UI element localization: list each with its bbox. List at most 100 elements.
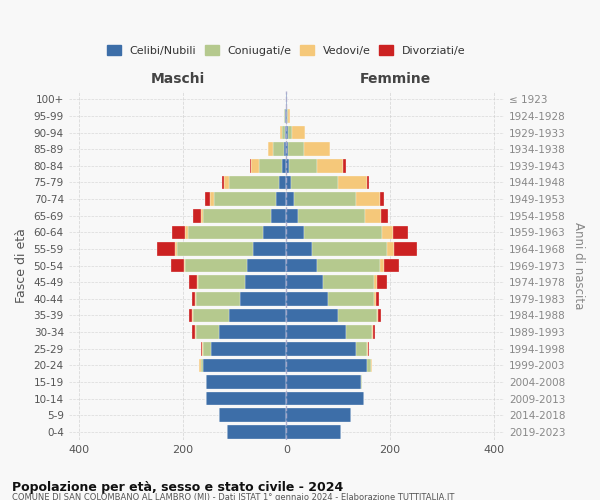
Bar [367,358,371,372]
Bar [289,109,290,123]
Bar [203,358,286,372]
Bar [206,392,286,406]
Bar [380,259,384,272]
Bar [192,308,193,322]
Bar [271,209,286,222]
Bar [286,242,312,256]
Bar [292,176,338,190]
Text: Femmine: Femmine [359,72,431,86]
Bar [384,259,399,272]
Bar [286,109,287,123]
Bar [289,159,317,172]
Bar [192,292,194,306]
Bar [288,126,292,140]
Bar [193,308,229,322]
Bar [201,209,203,222]
Bar [286,308,338,322]
Bar [211,342,286,355]
Bar [286,425,341,438]
Bar [286,259,317,272]
Bar [382,226,392,239]
Bar [285,109,286,123]
Bar [367,176,369,190]
Bar [323,276,374,289]
Bar [196,292,239,306]
Legend: Celibi/Nubili, Coniugati/e, Vedovi/e, Divorziati/e: Celibi/Nubili, Coniugati/e, Vedovi/e, Di… [103,40,470,60]
Bar [286,142,289,156]
Bar [286,375,361,389]
Bar [286,342,356,355]
Bar [185,226,188,239]
Bar [376,292,379,306]
Bar [229,176,278,190]
Bar [298,209,365,222]
Y-axis label: Fasce di età: Fasce di età [15,228,28,303]
Bar [285,126,286,140]
Bar [193,209,201,222]
Bar [286,209,298,222]
Bar [206,375,286,389]
Bar [338,176,367,190]
Bar [157,242,175,256]
Bar [361,375,362,389]
Bar [203,209,271,222]
Bar [205,192,209,206]
Bar [185,259,247,272]
Bar [371,358,372,372]
Bar [229,308,286,322]
Bar [356,342,367,355]
Bar [286,392,364,406]
Bar [219,326,286,339]
Bar [380,209,388,222]
Bar [372,326,373,339]
Bar [378,308,380,322]
Bar [286,192,294,206]
Bar [209,192,214,206]
Bar [239,292,286,306]
Bar [286,326,346,339]
Bar [286,159,289,172]
Bar [286,226,304,239]
Bar [250,159,251,172]
Bar [367,342,368,355]
Bar [214,192,276,206]
Bar [282,159,286,172]
Bar [286,126,288,140]
Bar [304,226,382,239]
Bar [388,242,394,256]
Bar [286,408,351,422]
Bar [278,176,286,190]
Y-axis label: Anni di nascita: Anni di nascita [572,222,585,310]
Bar [282,126,285,140]
Bar [346,326,372,339]
Bar [268,142,274,156]
Bar [175,242,178,256]
Bar [263,226,286,239]
Bar [192,326,194,339]
Bar [224,176,229,190]
Bar [377,276,388,289]
Bar [292,126,305,140]
Bar [304,142,330,156]
Bar [259,159,282,172]
Bar [356,192,380,206]
Bar [188,226,263,239]
Bar [284,109,285,123]
Bar [274,142,284,156]
Bar [328,292,374,306]
Bar [184,259,185,272]
Bar [199,358,201,372]
Bar [171,259,184,272]
Bar [202,342,203,355]
Bar [317,259,380,272]
Text: Maschi: Maschi [151,72,205,86]
Bar [286,292,328,306]
Bar [284,142,286,156]
Bar [343,159,346,172]
Bar [338,308,377,322]
Bar [380,192,384,206]
Bar [289,142,304,156]
Bar [253,242,286,256]
Bar [194,292,196,306]
Bar [377,308,378,322]
